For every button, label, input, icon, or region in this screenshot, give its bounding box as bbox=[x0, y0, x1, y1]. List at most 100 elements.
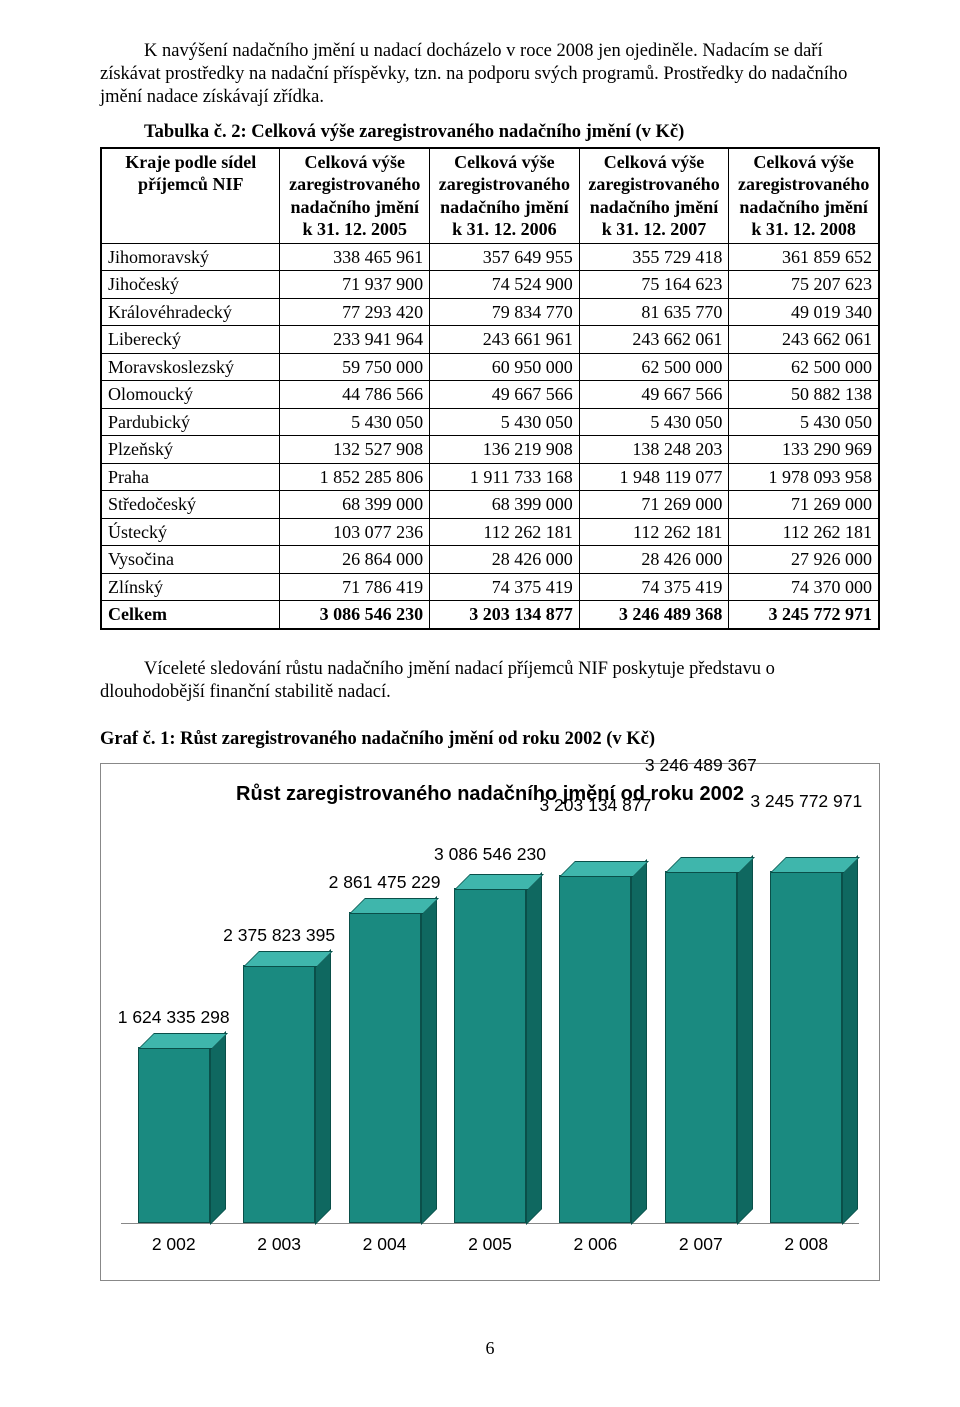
chart-caption: Graf č. 1: Růst zaregistrovaného nadační… bbox=[100, 728, 880, 751]
table-row-label: Olomoucký bbox=[101, 381, 280, 409]
table-row: Ústecký103 077 236112 262 181112 262 181… bbox=[101, 518, 879, 546]
table-cell: 44 786 566 bbox=[280, 381, 430, 409]
table-cell: 112 262 181 bbox=[579, 518, 729, 546]
table-cell: 74 375 419 bbox=[579, 573, 729, 601]
table-row: Středočeský68 399 00068 399 00071 269 00… bbox=[101, 491, 879, 519]
table-cell: 62 500 000 bbox=[729, 353, 879, 381]
table-cell: 71 269 000 bbox=[579, 491, 729, 519]
chart-bar: 1 624 335 298 bbox=[138, 1047, 210, 1223]
table-row: Liberecký233 941 964243 661 961243 662 0… bbox=[101, 326, 879, 354]
table-row-label: Liberecký bbox=[101, 326, 280, 354]
table-row-label: Jihočeský bbox=[101, 271, 280, 299]
table-cell: 71 937 900 bbox=[280, 271, 430, 299]
table-cell: 59 750 000 bbox=[280, 353, 430, 381]
table-row-label: Celkem bbox=[101, 601, 280, 629]
table-cell: 112 262 181 bbox=[729, 518, 879, 546]
table-cell: 27 926 000 bbox=[729, 546, 879, 574]
chart-bar: 3 086 546 230 bbox=[454, 888, 526, 1223]
table-cell: 357 649 955 bbox=[430, 243, 580, 271]
table-row-label: Zlínský bbox=[101, 573, 280, 601]
table-cell: 50 882 138 bbox=[729, 381, 879, 409]
table-cell: 243 662 061 bbox=[579, 326, 729, 354]
chart-bar: 3 203 134 877 bbox=[559, 875, 631, 1223]
table-row: Celkem3 086 546 2303 203 134 8773 246 48… bbox=[101, 601, 879, 629]
table-row: Praha1 852 285 8061 911 733 1681 948 119… bbox=[101, 463, 879, 491]
table-cell: 75 207 623 bbox=[729, 271, 879, 299]
table-cell: 49 667 566 bbox=[430, 381, 580, 409]
table-row: Zlínský71 786 41974 375 41974 375 41974 … bbox=[101, 573, 879, 601]
table-cell: 3 203 134 877 bbox=[430, 601, 580, 629]
table-cell: 5 430 050 bbox=[430, 408, 580, 436]
table-cell: 49 019 340 bbox=[729, 298, 879, 326]
table-cell: 62 500 000 bbox=[579, 353, 729, 381]
table-cell: 1 852 285 806 bbox=[280, 463, 430, 491]
table-cell: 26 864 000 bbox=[280, 546, 430, 574]
mid-paragraph: Víceleté sledování růstu nadačního jmění… bbox=[100, 658, 880, 704]
data-table: Kraje podle sídel příjemců NIF Celková v… bbox=[100, 147, 880, 630]
chart-x-tick: 2 006 bbox=[543, 1234, 648, 1256]
table-cell: 138 248 203 bbox=[579, 436, 729, 464]
table-row-label: Plzeňský bbox=[101, 436, 280, 464]
chart-bar-label: 3 203 134 877 bbox=[495, 795, 695, 817]
table-cell: 77 293 420 bbox=[280, 298, 430, 326]
table-cell: 355 729 418 bbox=[579, 243, 729, 271]
table-cell: 243 661 961 bbox=[430, 326, 580, 354]
chart-bar: 2 375 823 395 bbox=[243, 965, 315, 1223]
col-header-2006: Celková výše zaregistrovaného nadačního … bbox=[430, 148, 580, 244]
chart-bar: 3 246 489 367 bbox=[665, 871, 737, 1223]
table-cell: 28 426 000 bbox=[579, 546, 729, 574]
table-cell: 5 430 050 bbox=[729, 408, 879, 436]
chart-plot-area: 1 624 335 298 2 375 823 395 2 861 475 229 3… bbox=[121, 823, 859, 1223]
chart-bar: 3 245 772 971 bbox=[770, 871, 842, 1223]
table-row-label: Královéhradecký bbox=[101, 298, 280, 326]
table-row: Královéhradecký77 293 42079 834 77081 63… bbox=[101, 298, 879, 326]
table-row: Moravskoslezský59 750 00060 950 00062 50… bbox=[101, 353, 879, 381]
table-cell: 81 635 770 bbox=[579, 298, 729, 326]
table-row-label: Vysočina bbox=[101, 546, 280, 574]
table-cell: 5 430 050 bbox=[579, 408, 729, 436]
table-cell: 132 527 908 bbox=[280, 436, 430, 464]
chart-bar-label: 3 086 546 230 bbox=[390, 844, 590, 866]
table-cell: 71 786 419 bbox=[280, 573, 430, 601]
chart-container: Růst zaregistrovaného nadačního jmění od… bbox=[100, 763, 880, 1281]
chart-x-tick: 2 005 bbox=[437, 1234, 542, 1256]
table-row: Olomoucký44 786 56649 667 56649 667 5665… bbox=[101, 381, 879, 409]
chart-x-axis: 2 0022 0032 0042 0052 0062 0072 008 bbox=[121, 1223, 859, 1280]
table-cell: 133 290 969 bbox=[729, 436, 879, 464]
table-cell: 338 465 961 bbox=[280, 243, 430, 271]
col-header-2005: Celková výše zaregistrovaného nadačního … bbox=[280, 148, 430, 244]
table-cell: 1 978 093 958 bbox=[729, 463, 879, 491]
table-cell: 1 948 119 077 bbox=[579, 463, 729, 491]
table-cell: 3 245 772 971 bbox=[729, 601, 879, 629]
table-row: Jihočeský71 937 90074 524 90075 164 6237… bbox=[101, 271, 879, 299]
chart-bar: 2 861 475 229 bbox=[349, 912, 421, 1223]
chart-x-tick: 2 007 bbox=[648, 1234, 753, 1256]
chart-x-tick: 2 003 bbox=[226, 1234, 331, 1256]
table-cell: 243 662 061 bbox=[729, 326, 879, 354]
table-cell: 112 262 181 bbox=[430, 518, 580, 546]
chart-x-tick: 2 008 bbox=[754, 1234, 859, 1256]
chart-x-tick: 2 004 bbox=[332, 1234, 437, 1256]
col-header-2007: Celková výše zaregistrovaného nadačního … bbox=[579, 148, 729, 244]
table-cell: 5 430 050 bbox=[280, 408, 430, 436]
table-cell: 74 375 419 bbox=[430, 573, 580, 601]
table-cell: 49 667 566 bbox=[579, 381, 729, 409]
table-cell: 103 077 236 bbox=[280, 518, 430, 546]
table-cell: 136 219 908 bbox=[430, 436, 580, 464]
table-cell: 74 370 000 bbox=[729, 573, 879, 601]
table-cell: 75 164 623 bbox=[579, 271, 729, 299]
table-row: Jihomoravský338 465 961357 649 955355 72… bbox=[101, 243, 879, 271]
table-body: Jihomoravský338 465 961357 649 955355 72… bbox=[101, 243, 879, 629]
table-cell: 1 911 733 168 bbox=[430, 463, 580, 491]
table-cell: 3 246 489 368 bbox=[579, 601, 729, 629]
table-cell: 68 399 000 bbox=[280, 491, 430, 519]
intro-paragraph: K navýšení nadačního jmění u nadací doch… bbox=[100, 40, 880, 109]
table-row: Vysočina26 864 00028 426 00028 426 00027… bbox=[101, 546, 879, 574]
table-row-label: Jihomoravský bbox=[101, 243, 280, 271]
page-number: 6 bbox=[100, 1337, 880, 1360]
table-cell: 74 524 900 bbox=[430, 271, 580, 299]
chart-bar-label: 3 245 772 971 bbox=[706, 791, 906, 813]
table-cell: 68 399 000 bbox=[430, 491, 580, 519]
table-row-label: Moravskoslezský bbox=[101, 353, 280, 381]
table-cell: 28 426 000 bbox=[430, 546, 580, 574]
